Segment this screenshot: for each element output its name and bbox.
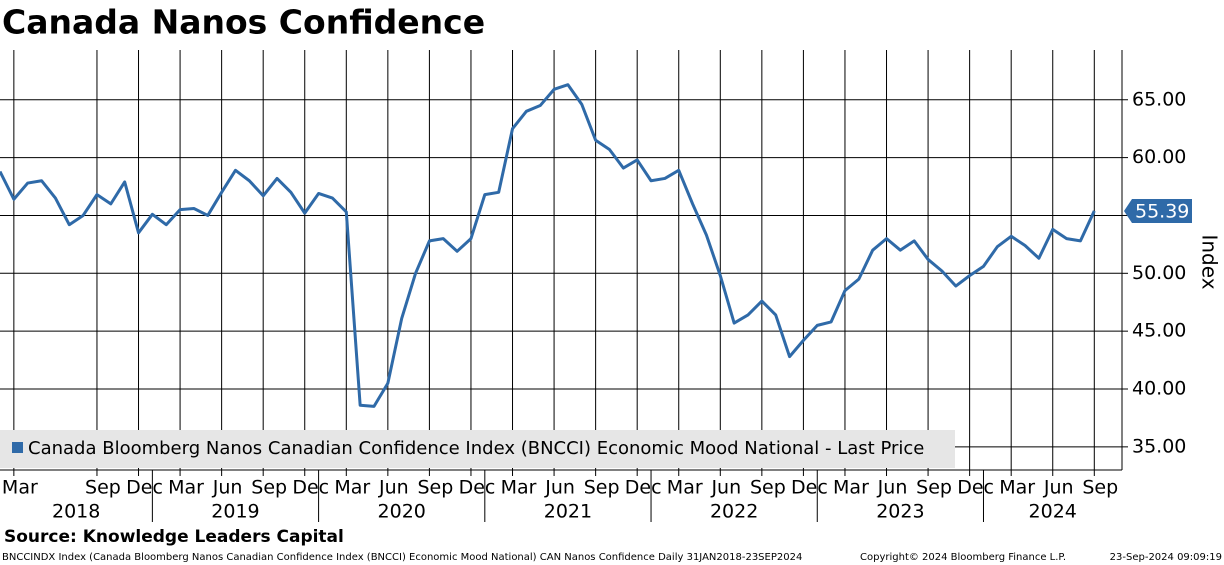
x-tick-label: Jun bbox=[544, 477, 575, 499]
x-tick-label: Dec bbox=[957, 477, 994, 499]
chart-title: Canada Nanos Confidence bbox=[2, 3, 485, 42]
last-value-badge bbox=[1124, 198, 1192, 223]
x-tick-label: Jun bbox=[1043, 477, 1074, 499]
x-tick-label: Sep bbox=[1082, 477, 1118, 499]
x-tick-label: Sep bbox=[584, 477, 620, 499]
y-tick-label: 60.00 bbox=[1132, 146, 1186, 168]
legend-label: Canada Bloomberg Nanos Canadian Confiden… bbox=[28, 438, 924, 459]
y-tick-label: 45.00 bbox=[1132, 320, 1186, 342]
y-tick-label: 35.00 bbox=[1132, 435, 1186, 457]
y-axis-label: Index bbox=[1198, 234, 1222, 289]
x-tick-label: Mar bbox=[168, 477, 204, 499]
year-label: 2020 bbox=[378, 501, 426, 523]
x-tick-label: Dec bbox=[292, 477, 329, 499]
x-tick-label: Sep bbox=[418, 477, 454, 499]
x-tick-label: Sep bbox=[916, 477, 952, 499]
x-tick-label: Sep bbox=[750, 477, 786, 499]
year-label: 2018 bbox=[52, 501, 100, 523]
x-tick-label: Jun bbox=[877, 477, 908, 499]
x-tick-label: Sep bbox=[85, 477, 121, 499]
y-tick-label: 50.00 bbox=[1132, 262, 1186, 284]
y-tick-label: 65.00 bbox=[1132, 88, 1186, 110]
x-tick-label: Mar bbox=[334, 477, 370, 499]
x-tick-label: Mar bbox=[2, 477, 38, 499]
footer-left: BNCCINDX Index (Canada Bloomberg Nanos C… bbox=[2, 552, 802, 563]
year-label: 2024 bbox=[1029, 501, 1077, 523]
year-label: 2019 bbox=[211, 501, 259, 523]
x-tick-label: Jun bbox=[212, 477, 243, 499]
series-line bbox=[0, 83, 1096, 408]
x-tick-label: Mar bbox=[501, 477, 537, 499]
x-tick-label: Mar bbox=[833, 477, 869, 499]
legend-box bbox=[0, 430, 955, 468]
footer-center: Copyright© 2024 Bloomberg Finance L.P. bbox=[860, 552, 1066, 563]
x-tick-label: Mar bbox=[999, 477, 1035, 499]
x-tick-label: Jun bbox=[710, 477, 741, 499]
x-tick-label: Dec bbox=[126, 477, 163, 499]
x-tick-label: Dec bbox=[791, 477, 828, 499]
y-tick-label: 40.00 bbox=[1132, 378, 1186, 400]
x-tick-label: Dec bbox=[625, 477, 662, 499]
source: Source: Knowledge Leaders Capital bbox=[4, 527, 344, 547]
x-tick-label: Dec bbox=[459, 477, 496, 499]
year-label: 2023 bbox=[876, 501, 924, 523]
footer-right: 23-Sep-2024 09:09:19 bbox=[1110, 552, 1222, 563]
legend: Canada Bloomberg Nanos Canadian Confiden… bbox=[0, 430, 955, 468]
x-tick-label: Mar bbox=[667, 477, 703, 499]
x-tick-label: Jun bbox=[378, 477, 409, 499]
last-value-label: 55.39 bbox=[1135, 200, 1189, 222]
year-label: 2021 bbox=[544, 501, 592, 523]
year-label: 2022 bbox=[710, 501, 758, 523]
x-tick-label: Sep bbox=[251, 477, 287, 499]
legend-swatch bbox=[12, 442, 23, 453]
